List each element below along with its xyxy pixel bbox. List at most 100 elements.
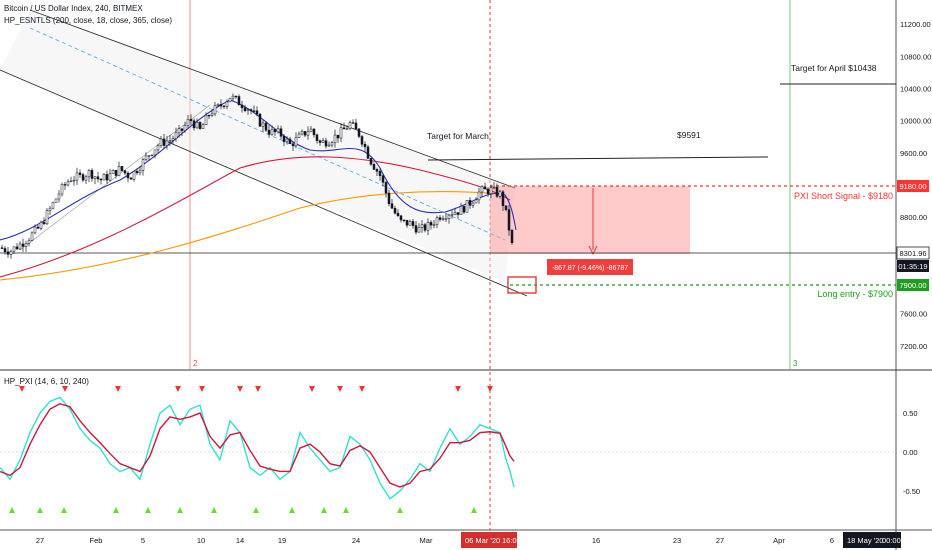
- sell-signal-marker: [175, 386, 181, 392]
- candle-body: [303, 131, 307, 136]
- candle-body: [183, 125, 187, 131]
- candle-body: [192, 120, 196, 129]
- buy-signal-marker: [211, 507, 217, 513]
- candle-body: [210, 113, 214, 116]
- short-signal-badge-text: 9180.00: [899, 182, 926, 191]
- candle-body: [153, 149, 157, 156]
- price-tick-label: 9600.00: [900, 149, 927, 158]
- osc-fast-line: [0, 396, 515, 500]
- projection-arrow-head: [588, 245, 598, 256]
- osc-slow-line: [0, 402, 515, 488]
- candle-body: [99, 178, 103, 181]
- candle-body: [480, 186, 484, 193]
- buy-signal-marker: [321, 507, 327, 513]
- time-tick-label: 23: [673, 536, 681, 545]
- candle-body: [327, 144, 331, 147]
- move-label-box: [547, 259, 633, 275]
- candle-body: [282, 135, 286, 142]
- candle-body: [276, 128, 280, 133]
- candle-body: [402, 219, 406, 222]
- candle-body: [405, 219, 409, 226]
- candle-body: [387, 192, 391, 205]
- candle-body: [471, 202, 475, 206]
- candle-body: [27, 240, 31, 244]
- candle-body: [219, 104, 223, 107]
- candle-body: [117, 166, 121, 176]
- channel-lower-line: [0, 69, 528, 297]
- candle-body: [330, 142, 334, 146]
- candle-body: [444, 218, 448, 220]
- candle-body: [198, 121, 202, 129]
- channel-fill: [0, 10, 515, 282]
- target-march-label: Target for March: [427, 131, 489, 141]
- candle-body: [18, 243, 22, 250]
- candle-body: [222, 105, 226, 108]
- cursor-date-badge: [461, 532, 517, 548]
- time-tick-label: Feb: [90, 536, 103, 545]
- candle-body: [447, 214, 451, 219]
- candle-body: [246, 109, 250, 111]
- target-march-value: $9591: [677, 130, 701, 140]
- candle-body: [141, 159, 145, 171]
- candle-body: [468, 200, 472, 206]
- candle-body: [144, 155, 148, 160]
- candle-body: [324, 140, 328, 147]
- buy-signal-marker: [145, 507, 151, 513]
- candle-body: [357, 128, 361, 137]
- symbol-legend[interactable]: Bitcoin / US Dollar Index, 240, BITMEX: [4, 4, 143, 13]
- candle-body: [255, 110, 259, 115]
- candle-body: [78, 172, 82, 175]
- candle-body: [507, 209, 511, 231]
- oscillator-legend[interactable]: HP_PXI (14, 6, 10, 240): [4, 377, 89, 386]
- candle-body: [435, 217, 439, 225]
- candle-body: [51, 202, 55, 209]
- candle-body: [318, 140, 322, 143]
- candle-body: [378, 171, 382, 176]
- price-tick-label: 10000.00: [900, 117, 931, 126]
- candle-body: [114, 169, 118, 176]
- candle-body: [180, 128, 184, 131]
- candle-body: [483, 186, 487, 190]
- time-tick-label: Apr: [773, 536, 785, 545]
- buy-signal-marker: [397, 507, 403, 513]
- buy-signal-marker: [471, 507, 477, 513]
- price-tick-label: 7600.00: [900, 310, 927, 319]
- osc-tick-label: 0.00: [903, 448, 918, 457]
- oscillator-series: [0, 396, 515, 500]
- candle-body: [231, 95, 235, 99]
- candle-body: [456, 212, 460, 215]
- candle-body: [21, 243, 25, 247]
- candle-body: [96, 176, 100, 180]
- short-signal-badge: [897, 180, 929, 192]
- price-tick-label: 8800.00: [900, 213, 927, 222]
- candle-body: [417, 227, 421, 233]
- candle-timer-badge-text: 01:35:19: [898, 262, 927, 271]
- candle-body: [63, 184, 67, 186]
- current-price-badge-text: 8301.96: [899, 249, 926, 258]
- candle-body: [300, 131, 304, 135]
- time-tick-label: 6: [830, 536, 834, 545]
- candle-body: [3, 248, 7, 253]
- candle-body: [138, 170, 142, 174]
- candle-body: [105, 174, 109, 181]
- candle-body: [234, 95, 238, 98]
- candle-body: [87, 170, 91, 178]
- candle-body: [162, 138, 166, 146]
- candle-body: [348, 122, 352, 129]
- candle-body: [0, 247, 4, 249]
- candle-body: [426, 222, 430, 231]
- candle-body: [342, 127, 346, 130]
- target-april-label: Target for April $10438: [791, 63, 877, 73]
- overlay-legend[interactable]: HP_ESNTLS (200, close, 18, close, 365, c…: [4, 16, 173, 25]
- time-tick-label: 27: [36, 536, 44, 545]
- candle-body: [228, 97, 232, 103]
- candle-timer-badge: [897, 260, 929, 272]
- ema-orange-line: [0, 190, 501, 281]
- candle-body: [201, 124, 205, 129]
- candle-body: [306, 131, 310, 136]
- buy-signal-marker: [37, 507, 43, 513]
- current-price-badge: [896, 246, 930, 260]
- buy-signal-marker: [61, 507, 67, 513]
- candle-body: [132, 171, 136, 180]
